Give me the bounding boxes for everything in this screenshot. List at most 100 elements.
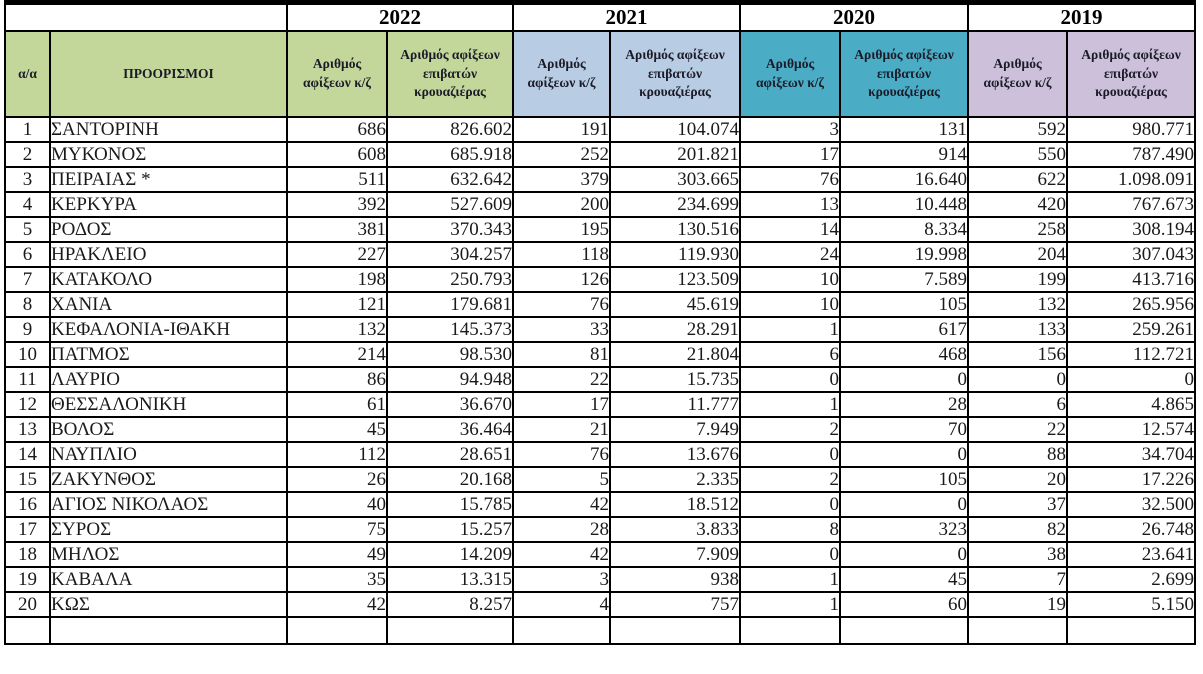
value-cell-passengers-2019: 980.771 — [1066, 116, 1196, 143]
row-index: 18 — [4, 541, 51, 568]
table-row: 8 ΧΑΝΙΑ 121 179.681 76 45.619 10 105 132 265.956 — [4, 291, 1196, 318]
value-cell-ships-2019: 204 — [967, 241, 1068, 268]
value-cell-ships-2020: 1 — [739, 316, 841, 343]
destination-cell: ΠΑΤΜΟΣ — [49, 341, 288, 368]
row-index: 12 — [4, 391, 51, 418]
value-cell-passengers-2019: 32.500 — [1066, 491, 1196, 518]
row-index: 11 — [4, 366, 51, 393]
value-cell-passengers-2020: 28 — [839, 391, 969, 418]
col-header-passengers-2019: Αριθμός αφίξεων επιβατών κρουαζιέρας — [1066, 30, 1196, 118]
value-cell-passengers-2019: 787.490 — [1066, 141, 1196, 168]
destination-cell: ΑΓΙΟΣ ΝΙΚΟΛΑΟΣ — [49, 491, 288, 518]
table-row: 9 ΚΕΦΑΛΟΝΙΑ-ΙΘΑΚΗ 132 145.373 33 28.291 1 617 13… — [4, 316, 1196, 343]
value-cell-passengers-2020: 70 — [839, 416, 969, 443]
value-cell-ships-2022: 61 — [286, 391, 388, 418]
year-header-2021: 2021 — [512, 2, 741, 32]
value-cell-passengers-2019: 413.716 — [1066, 266, 1196, 293]
value-cell-passengers-2020: 105 — [839, 466, 969, 493]
cutoff-cell — [512, 616, 611, 645]
table-row: 16 ΑΓΙΟΣ ΝΙΚΟΛΑΟΣ 40 15.785 42 18.512 0 0 37 32.5… — [4, 491, 1196, 518]
col-header-passengers-2022: Αριθμός αφίξεων επιβατών κρουαζιέρας — [386, 30, 514, 118]
value-cell-passengers-2020: 617 — [839, 316, 969, 343]
destination-cell: ΣΑΝΤΟΡΙΝΗ — [49, 116, 288, 143]
value-cell-ships-2021: 42 — [512, 541, 611, 568]
row-index: 15 — [4, 466, 51, 493]
value-cell-passengers-2020: 323 — [839, 516, 969, 543]
destination-cell: ΜΥΚΟΝΟΣ — [49, 141, 288, 168]
value-cell-passengers-2019: 1.098.091 — [1066, 166, 1196, 193]
destination-cell: ΛΑΥΡΙΟ — [49, 366, 288, 393]
cutoff-top-row — [4, 0, 1196, 5]
value-cell-ships-2021: 76 — [512, 441, 611, 468]
value-cell-passengers-2022: 20.168 — [386, 466, 514, 493]
value-cell-ships-2019: 592 — [967, 116, 1068, 143]
value-cell-ships-2022: 227 — [286, 241, 388, 268]
value-cell-passengers-2021: 21.804 — [609, 341, 741, 368]
value-cell-ships-2022: 42 — [286, 591, 388, 618]
value-cell-passengers-2020: 19.998 — [839, 241, 969, 268]
value-cell-ships-2020: 8 — [739, 516, 841, 543]
row-index: 19 — [4, 566, 51, 593]
value-cell-ships-2021: 42 — [512, 491, 611, 518]
cutoff-cell — [1066, 616, 1196, 645]
value-cell-passengers-2021: 3.833 — [609, 516, 741, 543]
table-row: 3 ΠΕΙΡΑΙΑΣ * 511 632.642 379 303.665 76 16.640 6… — [4, 166, 1196, 193]
value-cell-ships-2021: 4 — [512, 591, 611, 618]
row-index: 10 — [4, 341, 51, 368]
value-cell-ships-2019: 7 — [967, 566, 1068, 593]
value-cell-ships-2019: 258 — [967, 216, 1068, 243]
cutoff-cell — [967, 616, 1068, 645]
value-cell-passengers-2021: 123.509 — [609, 266, 741, 293]
value-cell-ships-2019: 19 — [967, 591, 1068, 618]
value-cell-passengers-2019: 2.699 — [1066, 566, 1196, 593]
destination-cell: ΚΕΦΑΛΟΝΙΑ-ΙΘΑΚΗ — [49, 316, 288, 343]
value-cell-ships-2022: 686 — [286, 116, 388, 143]
row-index: 4 — [4, 191, 51, 218]
value-cell-ships-2022: 381 — [286, 216, 388, 243]
cutoff-cell — [1066, 0, 1196, 5]
value-cell-ships-2021: 3 — [512, 566, 611, 593]
value-cell-passengers-2020: 7.589 — [839, 266, 969, 293]
table-row: 12 ΘΕΣΣΑΛΟΝΙΚΗ 61 36.670 17 11.777 1 28 6 4.865 — [4, 391, 1196, 418]
value-cell-ships-2022: 75 — [286, 516, 388, 543]
value-cell-passengers-2022: 826.602 — [386, 116, 514, 143]
value-cell-ships-2022: 198 — [286, 266, 388, 293]
cutoff-cell — [386, 0, 514, 5]
cutoff-cell — [386, 616, 514, 645]
value-cell-passengers-2020: 0 — [839, 541, 969, 568]
row-index: 9 — [4, 316, 51, 343]
table-row: 19 ΚΑΒΑΛΑ 35 13.315 3 938 1 45 7 2.699 — [4, 566, 1196, 593]
value-cell-passengers-2019: 4.865 — [1066, 391, 1196, 418]
value-cell-passengers-2021: 11.777 — [609, 391, 741, 418]
cutoff-cell — [4, 0, 51, 5]
value-cell-passengers-2019: 308.194 — [1066, 216, 1196, 243]
value-cell-passengers-2021: 45.619 — [609, 291, 741, 318]
value-cell-ships-2019: 133 — [967, 316, 1068, 343]
cutoff-cell — [286, 0, 388, 5]
value-cell-passengers-2022: 14.209 — [386, 541, 514, 568]
value-cell-ships-2022: 121 — [286, 291, 388, 318]
value-cell-ships-2020: 13 — [739, 191, 841, 218]
row-index: 20 — [4, 591, 51, 618]
cutoff-cell — [49, 616, 288, 645]
table-row: 2 ΜΥΚΟΝΟΣ 608 685.918 252 201.821 17 914 550 787.… — [4, 141, 1196, 168]
value-cell-ships-2019: 20 — [967, 466, 1068, 493]
value-cell-passengers-2021: 234.699 — [609, 191, 741, 218]
value-cell-passengers-2020: 914 — [839, 141, 969, 168]
value-cell-ships-2022: 86 — [286, 366, 388, 393]
value-cell-ships-2019: 0 — [967, 366, 1068, 393]
table-row: 17 ΣΥΡΟΣ 75 15.257 28 3.833 8 323 82 26.748 — [4, 516, 1196, 543]
destination-cell: ΜΗΛΟΣ — [49, 541, 288, 568]
value-cell-ships-2020: 2 — [739, 466, 841, 493]
value-cell-ships-2021: 379 — [512, 166, 611, 193]
value-cell-ships-2019: 88 — [967, 441, 1068, 468]
value-cell-passengers-2021: 938 — [609, 566, 741, 593]
col-header-ships-2019: Αριθμός αφίξεων κ/ζ — [967, 30, 1068, 118]
destination-cell: ΚΩΣ — [49, 591, 288, 618]
destination-cell: ΧΑΝΙΑ — [49, 291, 288, 318]
col-header-ships-2022: Αριθμός αφίξεων κ/ζ — [286, 30, 388, 118]
table-row: 5 ΡΟΔΟΣ 381 370.343 195 130.516 14 8.334 258 308.… — [4, 216, 1196, 243]
value-cell-ships-2020: 10 — [739, 291, 841, 318]
value-cell-ships-2020: 14 — [739, 216, 841, 243]
table-row: 1 ΣΑΝΤΟΡΙΝΗ 686 826.602 191 104.074 3 131 592 980… — [4, 116, 1196, 143]
